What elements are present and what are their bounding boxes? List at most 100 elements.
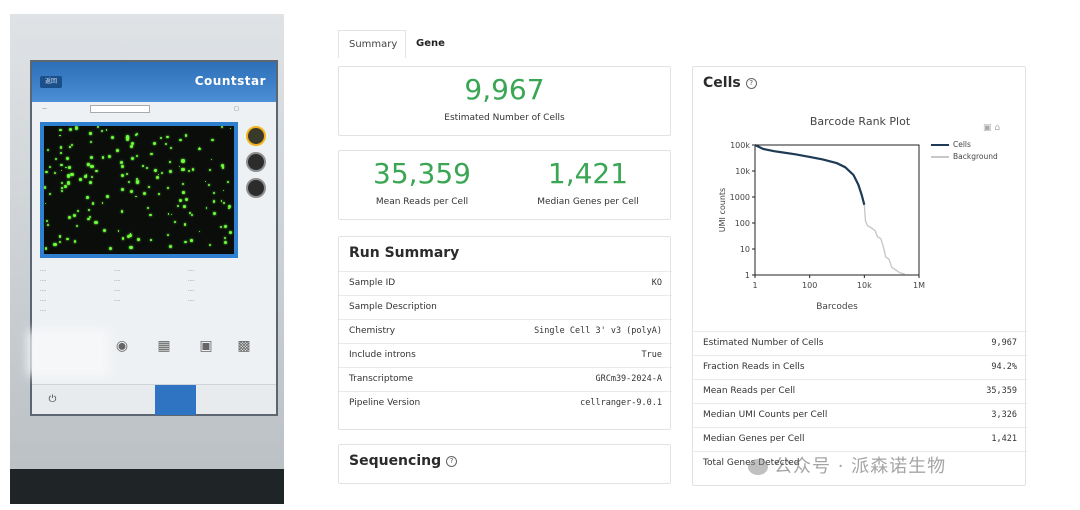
fluorescent-cell <box>86 196 89 199</box>
fluorescent-cell <box>135 154 139 158</box>
run-row: Include introns True <box>339 343 672 367</box>
fluorescent-cell <box>44 247 48 251</box>
fluorescent-cell <box>222 189 225 192</box>
fluorescent-cell <box>53 171 57 175</box>
fluorescent-cell <box>136 238 140 242</box>
fluorescent-cell <box>205 207 208 209</box>
fluorescent-cell <box>95 169 98 172</box>
fluorescent-cell <box>209 168 212 171</box>
fluorescent-cell <box>64 185 67 188</box>
fluorescent-cell <box>153 168 157 172</box>
fluorescent-cell <box>59 128 62 132</box>
fluorescent-cell <box>198 148 201 151</box>
device-stats-grid: ···· ···· ···· ···· ···· ···· ···· ···· ···· ·… <box>40 268 195 314</box>
barcode-rank-plot[interactable]: 1 10 100 1000 10k 100k 1 100 10k 1M Barcodes UMI co… <box>715 129 929 317</box>
legend-item-background[interactable]: Background <box>929 151 998 163</box>
chart-title: Barcode Rank Plot <box>809 115 911 128</box>
fluorescent-cell <box>60 152 62 154</box>
y-tick-label: 100 <box>735 219 750 228</box>
run-row-value: Single Cell 3' v3 (polyA) <box>534 326 662 336</box>
fluorescent-cell <box>212 191 215 194</box>
legend-swatch <box>931 144 949 146</box>
fluorescent-cell <box>220 225 223 228</box>
median-genes-label: Median Genes per Cell <box>537 197 639 207</box>
cells-metric-row: Median UMI Counts per Cell 3,326 <box>693 403 1027 427</box>
device-back-button: 返回 <box>40 76 62 88</box>
y-tick-label: 10 <box>740 245 750 254</box>
fluorescent-cell <box>102 228 106 233</box>
fluorescent-cell <box>53 242 57 246</box>
device-image-frame <box>40 122 238 258</box>
fluorescent-cell <box>59 134 62 137</box>
fluorescent-cell <box>76 209 79 212</box>
fluorescent-cell <box>192 168 195 171</box>
device-field-button-1 <box>246 126 266 146</box>
fluorescent-cell <box>222 201 226 204</box>
home-icon[interactable]: ⌂ <box>994 123 1001 133</box>
device-power-tab: ⏻ <box>32 385 73 415</box>
fluorescent-cell <box>108 154 112 158</box>
device-bottom-tabs: ⏻ <box>32 384 276 415</box>
fluorescent-cell <box>85 174 88 176</box>
device-tab-5 <box>196 385 237 415</box>
watermark-text: 公众号 · 派森诺生物 <box>774 456 947 477</box>
fluorescent-cell <box>128 234 132 237</box>
tab-summary[interactable]: Summary <box>338 30 406 58</box>
y-tick-label: 1 <box>745 271 750 280</box>
fluorescent-cell <box>224 240 228 245</box>
run-row: Chemistry Single Cell 3' v3 (polyA) <box>339 319 672 343</box>
camera-icon[interactable]: ▣ <box>983 123 992 133</box>
cells-metric-row: Mean Reads per Cell 35,359 <box>693 379 1027 403</box>
fluorescent-cell <box>198 230 201 233</box>
fluorescent-cell <box>66 181 70 185</box>
fluorescent-cell <box>90 175 94 179</box>
plot-area <box>754 144 920 276</box>
device-base <box>10 469 284 504</box>
device-photo: 返回 Countstar — □ ···· ···· ···· ···· ···· ··… <box>10 14 284 504</box>
fluorescent-cell <box>66 157 69 160</box>
run-summary-card: Run Summary Sample ID KO Sample Descript… <box>338 236 672 430</box>
fluorescent-cell <box>148 213 152 217</box>
sequencing-card: Sequencing? <box>338 444 671 484</box>
fluorescent-cell <box>44 202 47 205</box>
fluorescent-cell <box>212 211 216 215</box>
run-row-key: Chemistry <box>349 326 396 336</box>
fluorescent-cell <box>59 146 63 149</box>
metric-value: 94.2% <box>991 362 1017 372</box>
help-icon[interactable]: ? <box>745 77 757 89</box>
fluorescent-cell <box>220 126 223 129</box>
fluorescent-cell <box>142 165 144 167</box>
fluorescent-cell <box>228 204 232 208</box>
fluorescent-cell <box>91 202 94 205</box>
y-axis-label: UMI counts <box>718 188 727 232</box>
legend-item-cells[interactable]: Cells <box>929 139 998 151</box>
fluorescent-cell <box>108 247 112 251</box>
fluorescent-cell <box>60 169 63 172</box>
fluorescent-cell <box>183 205 186 208</box>
fluorescent-cell <box>157 173 160 176</box>
fluorescent-cell <box>60 163 63 167</box>
fluorescent-cell <box>158 193 160 195</box>
sequencing-title: Sequencing? <box>349 453 458 469</box>
fluorescent-cell <box>166 233 169 236</box>
fluorescent-cell <box>89 181 92 184</box>
fluorescent-cell <box>125 172 129 176</box>
fluorescent-cell <box>136 180 139 184</box>
metric-key: Median UMI Counts per Cell <box>703 410 828 420</box>
run-summary-title: Run Summary <box>349 245 460 261</box>
fluorescent-cell <box>70 172 74 177</box>
tab-gene-expression[interactable]: Gene Expression <box>416 38 477 77</box>
fluorescent-cell <box>84 174 87 178</box>
fluorescent-cell <box>129 245 133 250</box>
help-icon[interactable]: ? <box>446 455 458 467</box>
fluorescent-cell <box>165 142 168 145</box>
median-genes-value: 1,421 <box>547 157 629 190</box>
fluorescent-cell <box>47 148 50 151</box>
fluorescent-cell <box>120 161 124 165</box>
estimated-cells-label: Estimated Number of Cells <box>444 113 565 123</box>
fluorescent-cell <box>79 178 82 181</box>
fluorescent-cell <box>116 148 120 152</box>
estimated-cells-card: 9,967 Estimated Number of Cells <box>338 66 671 136</box>
fluorescent-cell <box>209 243 212 246</box>
fluorescent-cell <box>58 240 61 243</box>
